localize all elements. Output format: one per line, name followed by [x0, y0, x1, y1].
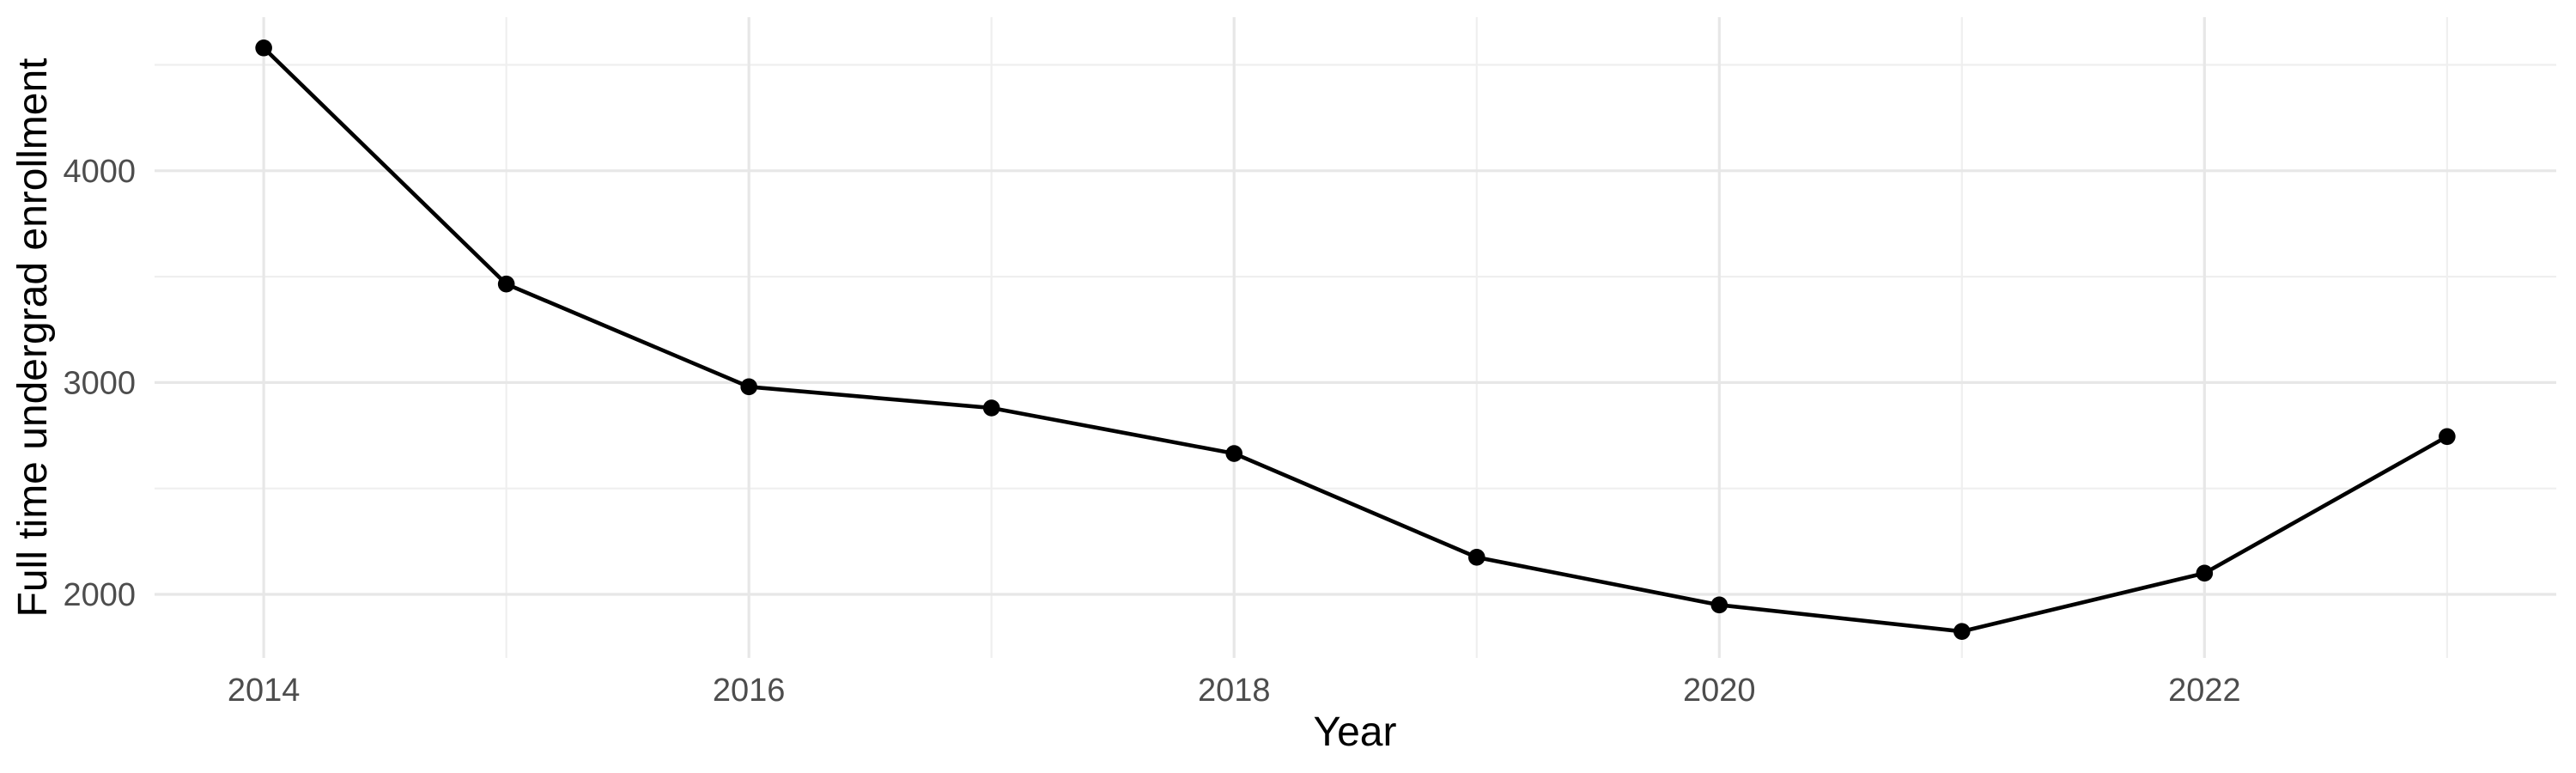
data-point-2016 — [740, 378, 757, 396]
major-gridlines — [155, 17, 2556, 658]
data-point-2015 — [497, 275, 515, 293]
x-tick-label: 2020 — [1683, 673, 1756, 709]
y-tick-label: 2000 — [63, 577, 136, 613]
y-tick-label: 4000 — [63, 154, 136, 190]
data-point-2014 — [255, 39, 272, 57]
x-axis-tick-labels: 2014 2016 2018 2020 2022 — [228, 673, 2241, 709]
x-tick-label: 2014 — [228, 673, 301, 709]
data-point-2018 — [1225, 445, 1243, 462]
data-point-2017 — [982, 399, 1000, 417]
data-point-2021 — [1953, 623, 1971, 640]
y-tick-label: 3000 — [63, 365, 136, 401]
data-point-2023 — [2439, 428, 2456, 446]
x-tick-label: 2022 — [2168, 673, 2241, 709]
minor-gridlines — [155, 17, 2556, 658]
data-point-2020 — [1710, 596, 1728, 614]
x-tick-label: 2016 — [713, 673, 786, 709]
data-series — [255, 39, 2456, 640]
enrollment-trend-line — [262, 46, 2448, 634]
data-point-2019 — [1467, 549, 1485, 566]
x-tick-label: 2018 — [1198, 673, 1271, 709]
y-axis-title: Full time undergrad enrollment — [10, 58, 56, 618]
x-axis-title: Year — [1314, 709, 1397, 755]
data-point-2022 — [2196, 564, 2214, 582]
y-axis-tick-labels: 2000 3000 4000 — [63, 154, 136, 613]
